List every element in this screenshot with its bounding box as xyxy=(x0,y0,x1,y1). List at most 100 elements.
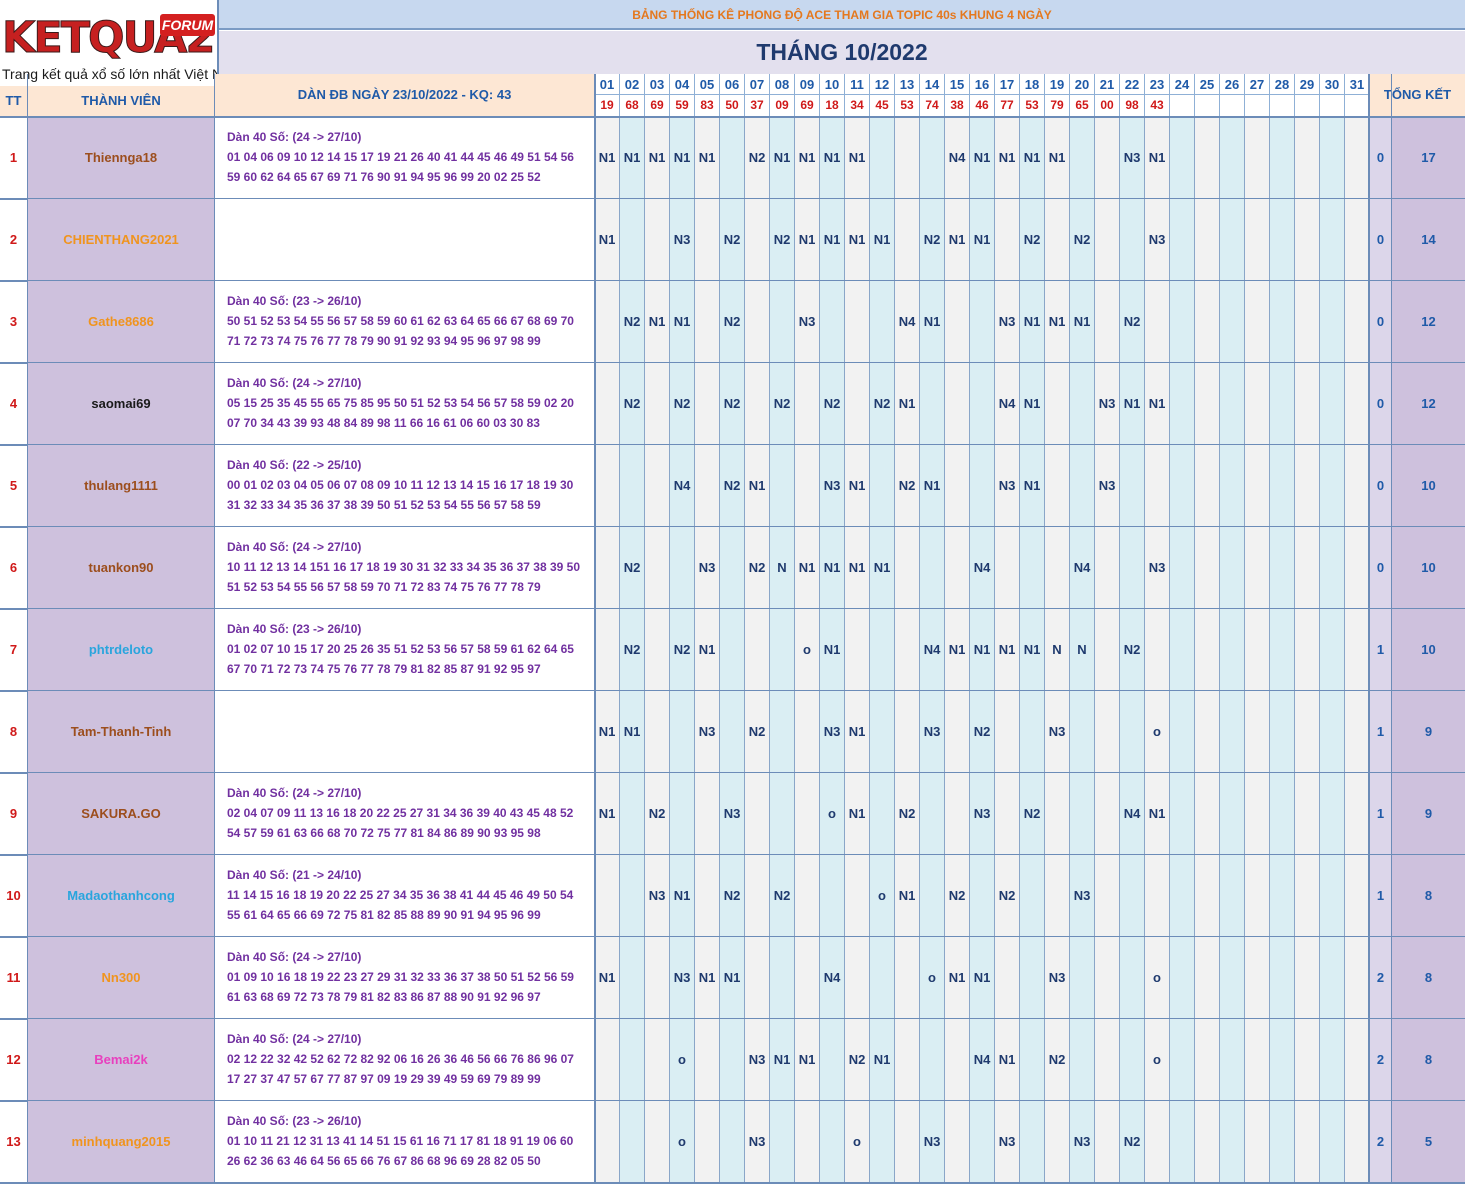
list-numbers: 02 04 07 09 11 13 16 18 20 22 25 27 31 3… xyxy=(227,806,574,820)
day-cell: N1 xyxy=(1045,281,1070,363)
day-cell xyxy=(1220,855,1245,937)
day-cell xyxy=(1095,691,1120,773)
day-cell xyxy=(1195,117,1220,199)
day-cell: N xyxy=(770,527,795,609)
day-cell xyxy=(770,445,795,527)
day-cell: N1 xyxy=(645,281,670,363)
member-name[interactable]: CHIENTHANG2021 xyxy=(28,199,214,281)
column-divider xyxy=(217,0,219,74)
day-header: 30 xyxy=(1320,74,1345,95)
day-cell xyxy=(695,773,720,855)
day-cell xyxy=(820,855,845,937)
day-cell: N2 xyxy=(1070,199,1095,281)
member-name[interactable]: Bemai2k xyxy=(28,1019,214,1101)
day-cell xyxy=(720,527,745,609)
day-cell: N2 xyxy=(770,855,795,937)
number-list: Dàn 40 Số: (24 -> 27/10) 02 12 22 32 42 5… xyxy=(215,1019,594,1101)
day-cell xyxy=(1145,1101,1170,1183)
day-cell xyxy=(1245,609,1270,691)
day-cell xyxy=(1220,445,1245,527)
column-divider xyxy=(1391,74,1392,1183)
day-cell xyxy=(1270,281,1295,363)
day-cell xyxy=(1245,691,1270,773)
total-hits: 12 xyxy=(1392,363,1465,445)
day-cell xyxy=(1170,445,1195,527)
member-name[interactable]: saomai69 xyxy=(28,363,214,445)
total-hits: 12 xyxy=(1392,281,1465,363)
day-cell xyxy=(795,937,820,1019)
day-cell xyxy=(1345,609,1370,691)
day-header: 26 xyxy=(1220,74,1245,95)
day-cell: N1 xyxy=(595,691,620,773)
day-result: 74 xyxy=(920,95,945,116)
day-result: 98 xyxy=(1120,95,1145,116)
member-name[interactable]: SAKURA.GO xyxy=(28,773,214,855)
day-header: 24 xyxy=(1170,74,1195,95)
day-cell xyxy=(1045,1101,1070,1183)
day-cell xyxy=(1245,1019,1270,1101)
day-result: 50 xyxy=(720,95,745,116)
member-name[interactable]: phtrdeloto xyxy=(28,609,214,691)
row-number: 12 xyxy=(6,1052,21,1067)
day-cell xyxy=(1170,1019,1195,1101)
day-result: 43 xyxy=(1145,95,1170,116)
day-cell: N2 xyxy=(920,199,945,281)
day-cell xyxy=(1345,937,1370,1019)
day-cell xyxy=(1345,445,1370,527)
member-name[interactable]: Madaothanhcong xyxy=(28,855,214,937)
day-result: 45 xyxy=(870,95,895,116)
list-numbers xyxy=(227,229,594,249)
day-cell: N1 xyxy=(820,199,845,281)
member-name[interactable]: Tam-Thanh-Tinh xyxy=(28,691,214,773)
day-cell: N3 xyxy=(1120,117,1145,199)
day-cell xyxy=(1270,691,1295,773)
day-cell: N1 xyxy=(1145,773,1170,855)
member-name[interactable]: thulang1111 xyxy=(28,445,214,527)
day-cell: N3 xyxy=(920,1101,945,1183)
member-name[interactable]: Nn300 xyxy=(28,937,214,1019)
day-cell xyxy=(1245,281,1270,363)
day-result: 83 xyxy=(695,95,720,116)
day-cell xyxy=(945,281,970,363)
day-cell xyxy=(895,937,920,1019)
day-header: 15 xyxy=(945,74,970,95)
day-cell: N1 xyxy=(1020,363,1045,445)
day-cell xyxy=(720,1101,745,1183)
member-name[interactable]: Gathe8686 xyxy=(28,281,214,363)
day-cell xyxy=(795,773,820,855)
total-misses: 0 xyxy=(1370,281,1391,363)
day-cell: o xyxy=(845,1101,870,1183)
list-numbers: 55 61 64 65 66 69 72 75 81 82 85 88 89 9… xyxy=(227,908,541,922)
day-result: 18 xyxy=(820,95,845,116)
day-header: 19 xyxy=(1045,74,1070,95)
day-cell: N1 xyxy=(995,1019,1020,1101)
day-cell xyxy=(1295,1101,1320,1183)
day-cell xyxy=(695,1101,720,1183)
member-name[interactable]: Thiennga18 xyxy=(28,117,214,199)
member-name[interactable]: minhquang2015 xyxy=(28,1101,214,1183)
day-cell: N3 xyxy=(820,691,845,773)
day-cell xyxy=(920,773,945,855)
row-number: 11 xyxy=(6,970,21,985)
column-divider xyxy=(214,74,215,1183)
day-cell: N1 xyxy=(945,937,970,1019)
day-cell xyxy=(1245,855,1270,937)
day-cell xyxy=(970,445,995,527)
member-name[interactable]: tuankon90 xyxy=(28,527,214,609)
day-cell xyxy=(1270,773,1295,855)
day-cell xyxy=(1120,937,1145,1019)
day-cell: N3 xyxy=(695,691,720,773)
day-cell: N3 xyxy=(820,445,845,527)
day-cell xyxy=(1070,363,1095,445)
day-result: 79 xyxy=(1045,95,1070,116)
day-cell: N2 xyxy=(820,363,845,445)
day-cell: N2 xyxy=(745,117,770,199)
day-cell xyxy=(1020,1101,1045,1183)
day-header: 23 xyxy=(1145,74,1170,95)
day-cell xyxy=(1045,445,1070,527)
list-numbers: 05 15 25 35 45 55 65 75 85 95 50 51 52 5… xyxy=(227,396,574,410)
day-cell: N2 xyxy=(645,773,670,855)
day-cell: N2 xyxy=(1120,281,1145,363)
day-cell xyxy=(1345,527,1370,609)
day-cell: N2 xyxy=(620,363,645,445)
